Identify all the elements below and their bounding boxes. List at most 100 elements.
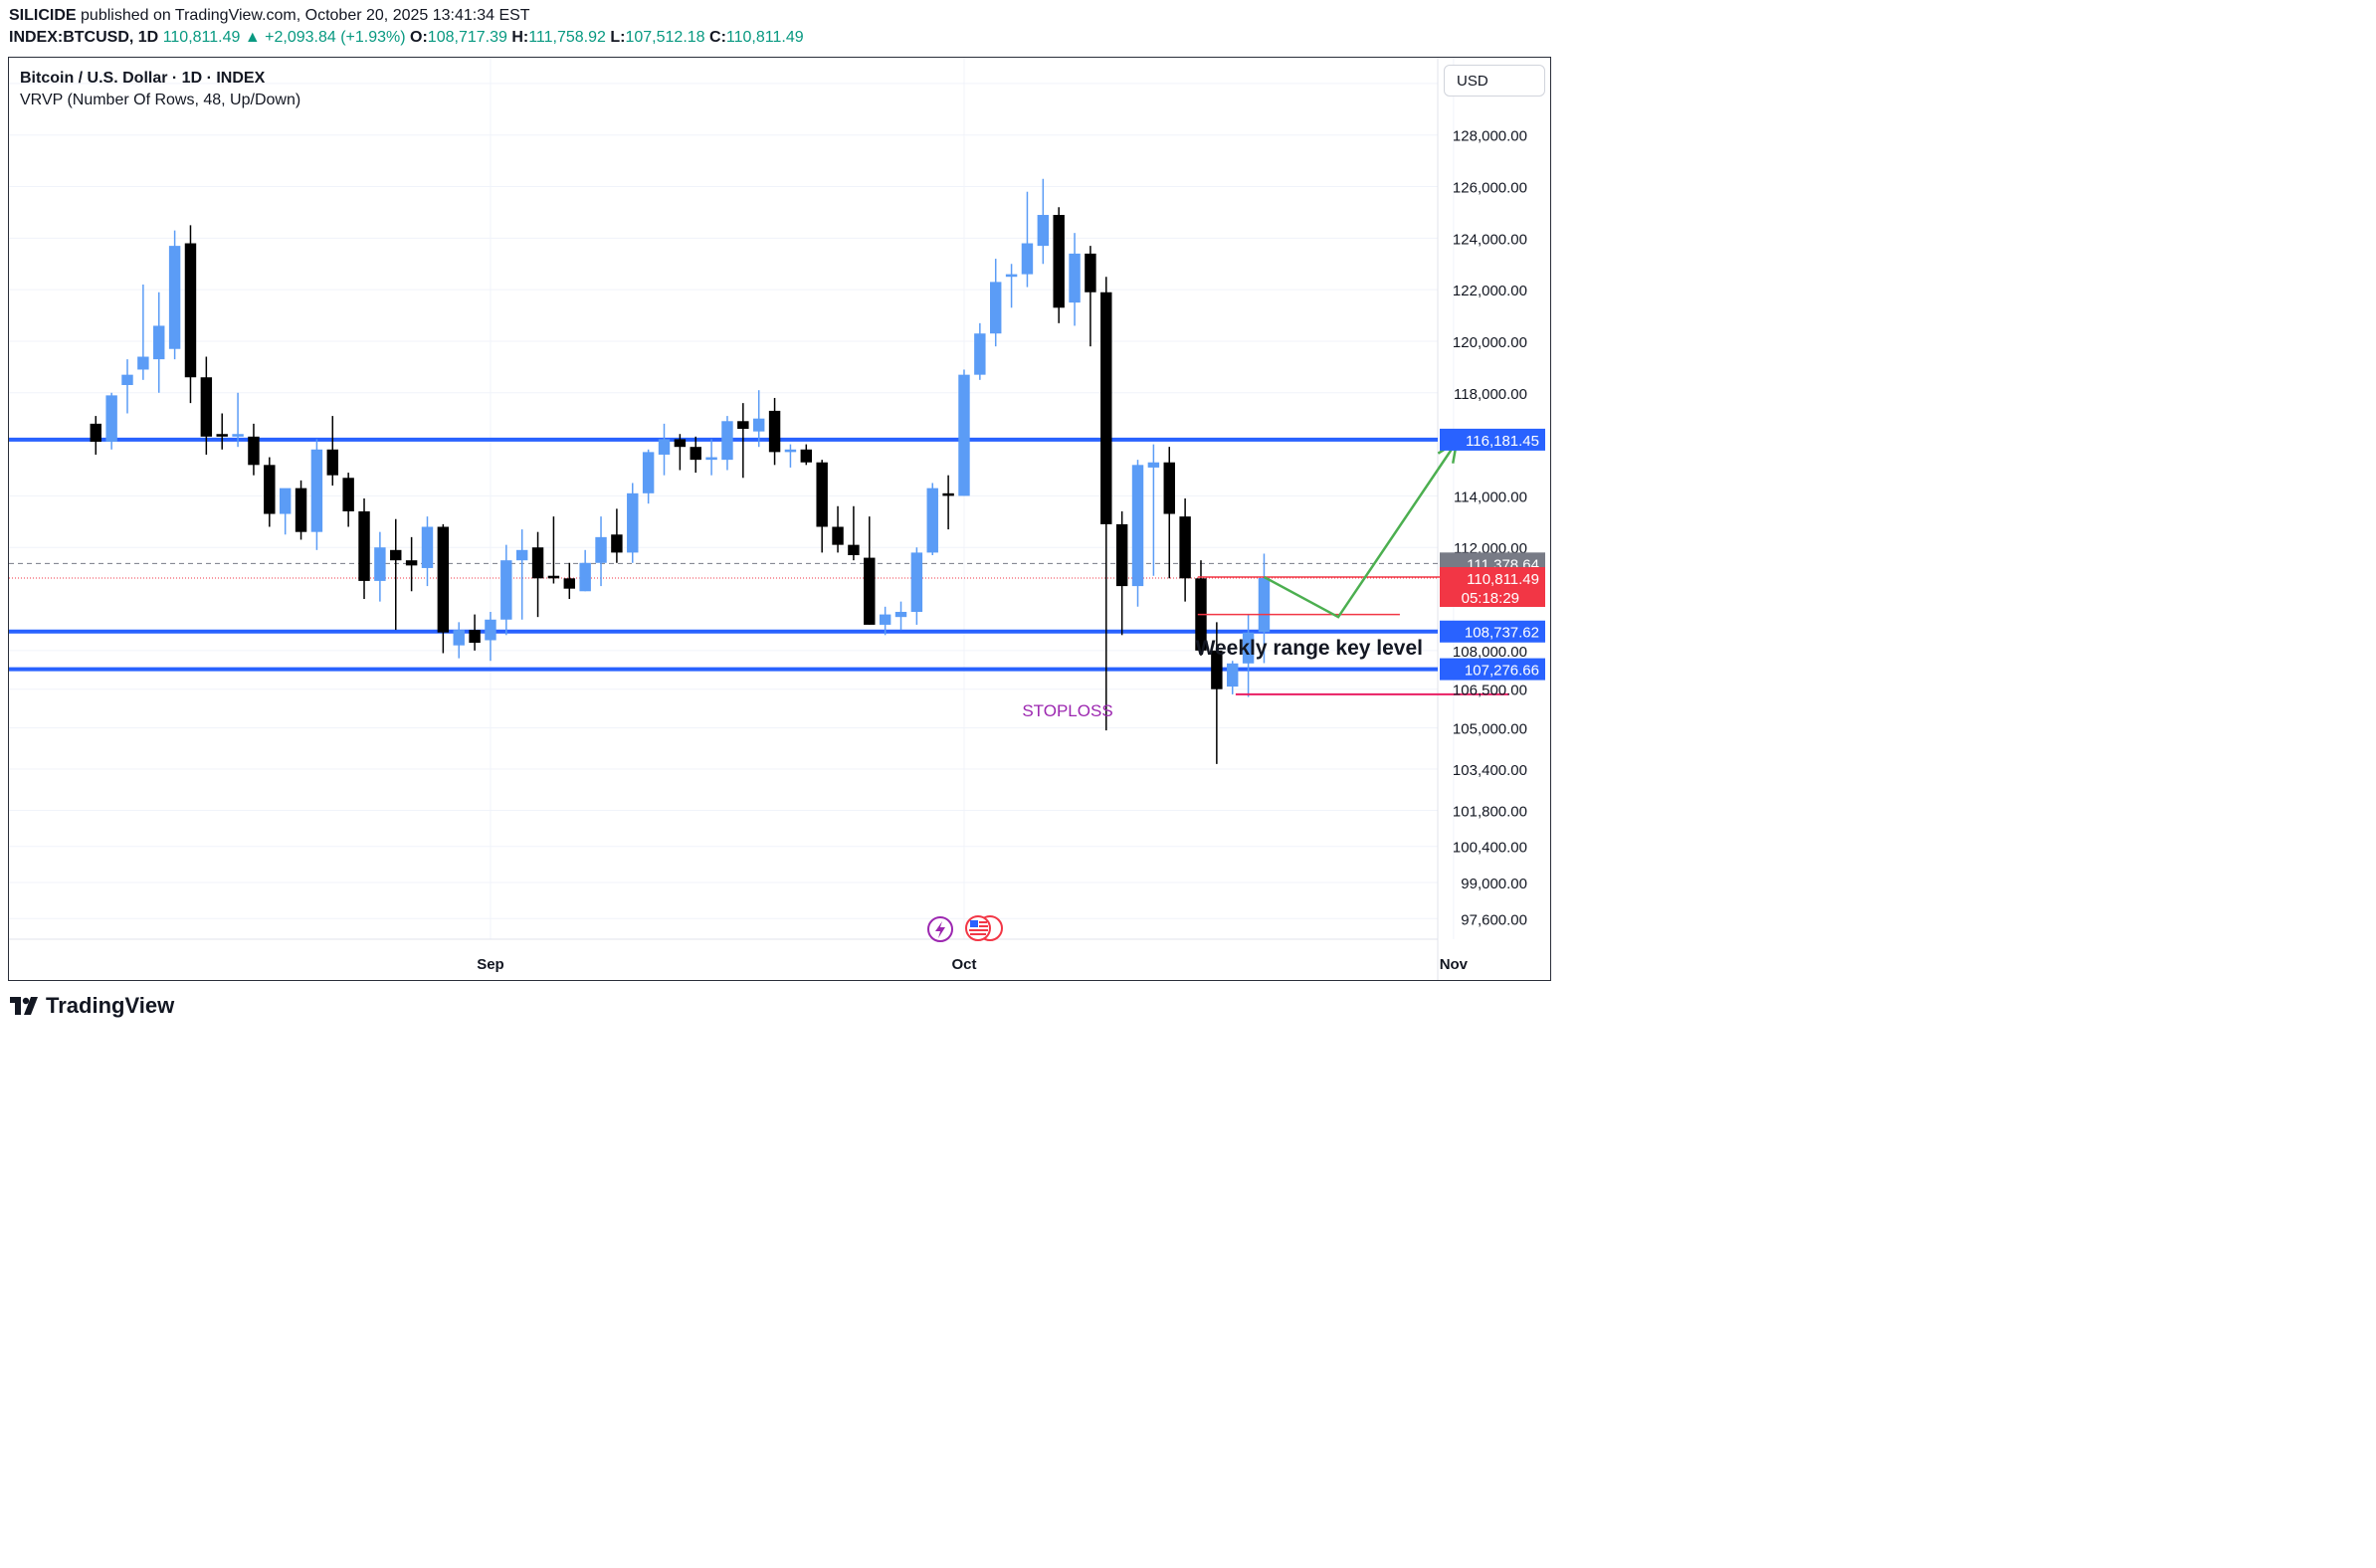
candle-body [531,547,544,579]
candle-body [500,560,512,620]
candle-body [942,492,954,496]
candle-body [974,333,986,375]
grid [9,58,1455,980]
time-tick-label: Oct [951,956,976,973]
close-value: 110,811.49 [725,29,804,46]
price-tick-label: 99,000.00 [1461,876,1527,892]
candle-body [232,434,244,437]
candle-body [216,434,228,437]
candle-body [1131,465,1144,587]
candle-body [374,547,386,581]
time-axis: Sep Oct Nov [477,956,1468,973]
open-value: 108,717.39 [427,29,507,46]
high-value: 111,758.92 [528,29,606,46]
high-label: H: [511,29,529,46]
publish-date: published on TradingView.com, October 20… [81,7,530,24]
symbol-legend-title[interactable]: Bitcoin / U.S. Dollar · 1D · INDEX [20,70,266,87]
time-tick-label: Sep [477,956,504,973]
candle-body [168,246,181,349]
candle-body [1100,292,1112,524]
brand-name: TradingView [46,993,175,1018]
level-badge-bg [1440,658,1545,681]
candle-body [485,619,496,641]
low-label: L: [610,29,626,46]
candle-body [1179,516,1191,579]
candle-body [768,410,781,453]
projection-path [1263,441,1459,619]
candles [90,178,1271,764]
candle-body [595,536,607,563]
events-icons[interactable] [927,915,1003,942]
price-tick-label: 128,000.00 [1453,128,1527,145]
last-price: 110,811.49 [162,29,241,46]
price-tick-label: 100,400.00 [1453,840,1527,857]
publish-info: SILICIDE published on TradingView.com, O… [9,7,530,25]
weekly-range-annotation: Weekly range key level [1196,637,1423,660]
candle-body [469,630,481,644]
candle-body [137,356,149,370]
candle-body [1037,215,1050,247]
indicator-legend[interactable]: VRVP (Number Of Rows, 48, Up/Down) [20,92,301,108]
candle-body [153,325,165,360]
candle-body [121,374,133,386]
candle-body [563,578,576,589]
candle-body [705,457,717,461]
low-value: 107,512.18 [625,29,705,46]
candle-body [1242,632,1255,664]
price-tick-label: 108,000.00 [1453,644,1527,661]
candle-body [579,562,591,592]
current-price-badge-bg [1440,567,1545,608]
price-chart[interactable]: 130,000.00128,000.00126,000.00124,000.00… [0,0,1556,1027]
candle-body [342,478,354,511]
candle-body [721,421,733,461]
publisher-name[interactable]: SILICIDE [9,7,77,24]
candle-body [690,447,701,461]
level-badge-label: 116,181.45 [1466,433,1539,450]
candle-body [405,560,418,566]
price-tick-label: 114,000.00 [1454,489,1527,505]
countdown-label: 05:18:29 [1462,590,1519,607]
price-axis: 130,000.00128,000.00126,000.00124,000.00… [1440,77,1545,928]
candle-body [515,549,528,561]
candle-body [627,492,639,553]
ohlc-header: INDEX:BTCUSD, 1D 110,811.49 ▲ +2,093.84 … [9,29,804,47]
candle-body [1211,650,1223,689]
close-label: C: [709,29,726,46]
time-tick-label: Nov [1440,956,1469,973]
candle-body [879,614,891,625]
candle-body [547,575,560,579]
chart-frame [8,57,1551,981]
candle-body [894,611,907,618]
candle-body [90,423,101,443]
candle-body [264,465,276,514]
candle-body [848,544,860,555]
level-badge-bg [1440,620,1545,643]
candle-body [1227,663,1239,687]
tradingview-logo-icon [10,997,38,1015]
symbol-label: INDEX:BTCUSD, 1D [9,29,159,46]
candle-body [800,449,813,463]
candle-body [248,436,260,466]
open-label: O: [410,29,428,46]
candle-body [642,452,655,493]
candle-body [295,488,307,532]
candle-body [752,418,765,432]
tradingview-brand[interactable]: TradingView [10,993,174,1019]
candle-body [910,552,923,612]
candle-body [326,449,338,476]
us-flag-stripes [969,921,988,935]
candle-body [1069,253,1081,303]
price-tick-label: 122,000.00 [1453,283,1527,299]
candle-body [1005,274,1018,278]
price-tick-label: 103,400.00 [1453,762,1527,779]
candle-body [390,549,402,561]
currency-button[interactable]: USD [1444,65,1545,97]
level-badge-bg [1440,428,1545,451]
current-price-badge-label: 110,811.49 [1467,571,1539,588]
lightning-bolt-icon [935,921,945,938]
candle-body [1115,523,1128,587]
price-tick-label: 106,500.00 [1453,683,1527,699]
candle-body [310,449,323,532]
candle-body [1258,578,1271,633]
price-tick-label: 97,600.00 [1461,911,1527,928]
